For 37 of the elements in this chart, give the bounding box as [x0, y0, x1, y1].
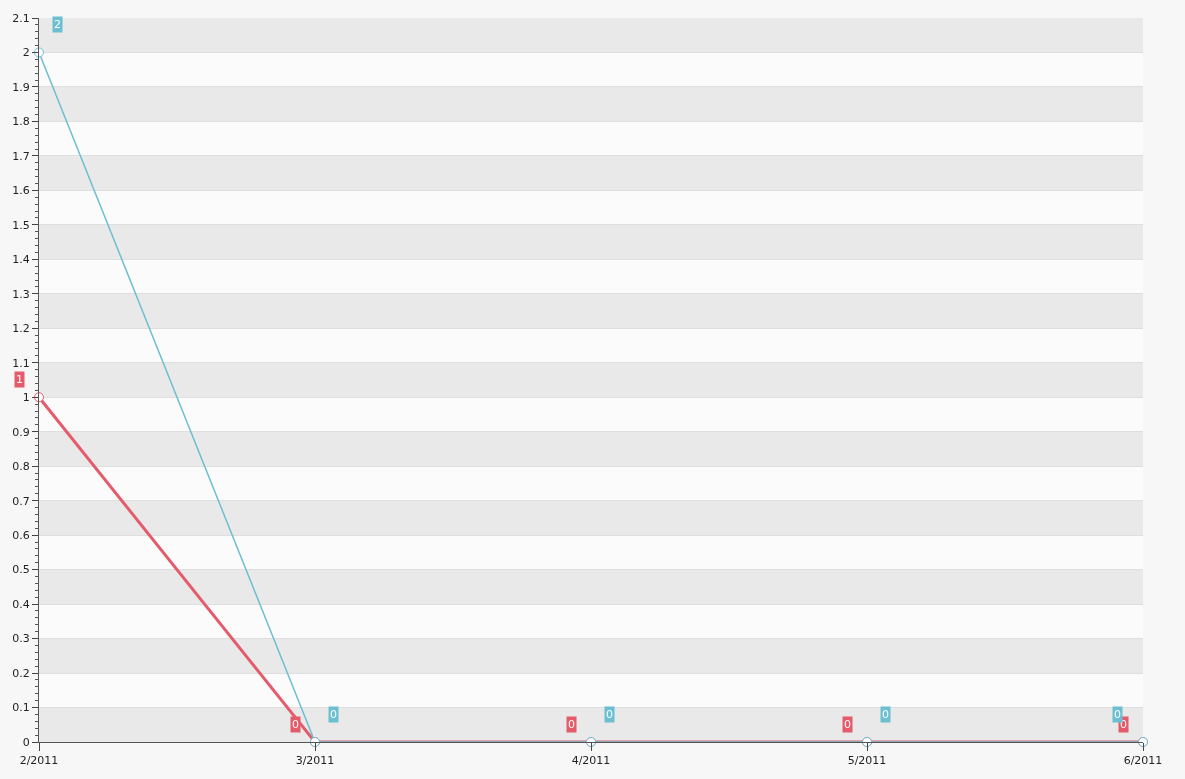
- y-tick-label: 1.1: [12, 356, 30, 370]
- y-tick-label: 0.1: [12, 701, 30, 715]
- y-tick-label: 1: [22, 391, 30, 405]
- data-label: 2: [54, 18, 61, 31]
- y-tick-label: 1.3: [12, 287, 30, 301]
- y-tick-label: 2: [22, 46, 30, 60]
- y-tick-label: 2.1: [12, 11, 30, 25]
- y-tick-label: 0.5: [12, 563, 30, 577]
- y-tick-label: 1.2: [12, 322, 30, 336]
- x-tick-label: 3/2011: [295, 754, 335, 768]
- y-tick-label: 0.4: [12, 597, 30, 611]
- y-tick-label: 1.4: [12, 253, 30, 267]
- x-tick-label: 5/2011: [847, 754, 887, 768]
- x-tick-label: 4/2011: [571, 754, 611, 768]
- y-tick-label: 0: [22, 735, 30, 749]
- y-tick-label: 1.5: [12, 218, 30, 232]
- data-label: 0: [844, 718, 851, 731]
- data-label: 0: [1114, 708, 1121, 721]
- data-label: 0: [606, 708, 613, 721]
- data-label: 0: [330, 708, 337, 721]
- x-tick-label: 6/2011: [1123, 754, 1163, 768]
- y-tick-label: 0.6: [12, 528, 30, 542]
- y-tick-label: 0.7: [12, 494, 30, 508]
- y-tick-label: 1.9: [12, 80, 30, 94]
- y-tick-label: 0.3: [12, 632, 30, 646]
- point: [34, 47, 44, 58]
- y-tick-label: 1.7: [12, 149, 30, 163]
- data-label: 0: [568, 718, 575, 731]
- y-tick-label: 0.8: [12, 460, 30, 474]
- y-tick-label: 0.2: [12, 666, 30, 680]
- point: [34, 392, 44, 403]
- x-tick-label: 2/2011: [19, 754, 59, 768]
- data-label: 0: [292, 718, 299, 731]
- y-tick-label: 1.6: [12, 184, 30, 198]
- y-tick-label: 1.8: [12, 115, 30, 129]
- data-label: 0: [882, 708, 889, 721]
- y-tick-label: 0.9: [12, 425, 30, 439]
